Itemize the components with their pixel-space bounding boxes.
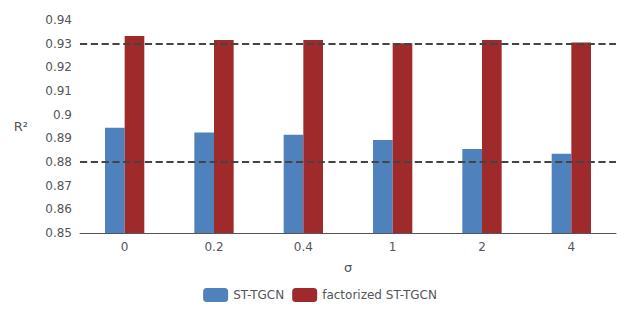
svg-text:factorized ST-TGCN: factorized ST-TGCN bbox=[322, 288, 437, 302]
svg-text:2: 2 bbox=[478, 240, 486, 254]
svg-text:0.93: 0.93 bbox=[45, 37, 72, 51]
svg-text:0.2: 0.2 bbox=[204, 240, 223, 254]
svg-text:0.92: 0.92 bbox=[45, 60, 72, 74]
svg-text:ST-TGCN: ST-TGCN bbox=[233, 288, 284, 302]
svg-text:0.85: 0.85 bbox=[45, 226, 72, 240]
svg-text:1: 1 bbox=[389, 240, 397, 254]
svg-text:0.88: 0.88 bbox=[45, 155, 72, 169]
svg-text:σ: σ bbox=[344, 260, 352, 275]
svg-text:0.91: 0.91 bbox=[45, 84, 72, 98]
svg-text:R²: R² bbox=[14, 119, 28, 134]
svg-text:0.89: 0.89 bbox=[45, 131, 72, 145]
svg-text:0.87: 0.87 bbox=[45, 179, 72, 193]
svg-text:0: 0 bbox=[121, 240, 129, 254]
svg-text:0.86: 0.86 bbox=[45, 202, 72, 216]
svg-text:0.4: 0.4 bbox=[294, 240, 313, 254]
svg-text:0.9: 0.9 bbox=[53, 108, 72, 122]
svg-text:0.94: 0.94 bbox=[45, 13, 72, 27]
svg-text:4: 4 bbox=[568, 240, 576, 254]
